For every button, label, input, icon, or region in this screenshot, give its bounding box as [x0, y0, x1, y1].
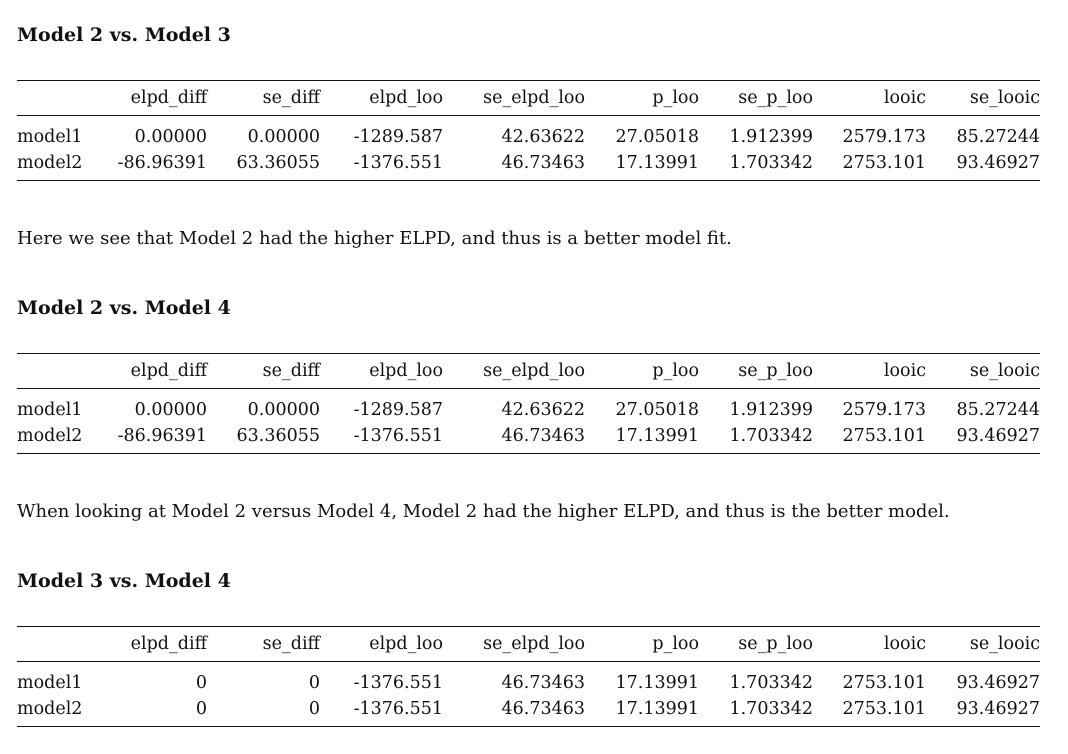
interpretation-paragraph: When looking at Model 2 versus Model 4, …: [17, 501, 950, 522]
column-header: p_loo: [585, 626, 699, 662]
table-cell: 2579.173: [842, 400, 926, 420]
table-cell: 2753.101: [842, 673, 926, 693]
column-header: elpd_loo: [320, 353, 443, 389]
section-heading-model3-vs-model4: Model 3 vs. Model 4: [17, 570, 231, 592]
table-cell: 46.73463: [501, 426, 585, 446]
table-cell: 0.00000: [247, 127, 320, 147]
table-cell: -86.96391: [117, 153, 207, 173]
column-header: [17, 80, 112, 116]
column-header: p_loo: [585, 80, 699, 116]
table-cell: 0.00000: [134, 127, 207, 147]
table-cell: -1289.587: [353, 127, 443, 147]
row-label: model2: [17, 699, 83, 719]
column-header: p_loo: [585, 353, 699, 389]
table-cell: 2753.101: [842, 699, 926, 719]
table-cell: 0: [308, 699, 320, 719]
column-header: se_diff: [207, 626, 320, 662]
table-cell: 17.13991: [615, 153, 699, 173]
table-cell: 0: [308, 673, 320, 693]
column-header: looic: [813, 353, 926, 389]
table-cell: 1.703342: [729, 153, 813, 173]
table-cell: 1.912399: [729, 400, 813, 420]
row-label: model1: [17, 127, 83, 147]
column-header: se_p_loo: [699, 626, 813, 662]
table-cell: -1376.551: [353, 699, 443, 719]
table-cell: 1.703342: [729, 426, 813, 446]
column-header: se_looic: [926, 626, 1040, 662]
row-label: model2: [17, 153, 83, 173]
table-cell: 46.73463: [501, 153, 585, 173]
table-cell: 93.46927: [956, 699, 1040, 719]
column-header: se_elpd_loo: [443, 353, 585, 389]
row-label: model2: [17, 426, 83, 446]
column-header: se_diff: [207, 80, 320, 116]
table-cell: 0.00000: [134, 400, 207, 420]
table-row: model2 -86.96391 63.36055 -1376.551 46.7…: [17, 150, 1040, 181]
table-cell: 93.46927: [956, 153, 1040, 173]
table-cell: 1.703342: [729, 673, 813, 693]
column-header: [17, 626, 112, 662]
table-header-row: elpd_diff se_diff elpd_loo se_elpd_loo p…: [17, 353, 1040, 389]
table-row: model2 -86.96391 63.36055 -1376.551 46.7…: [17, 423, 1040, 454]
table-cell: 63.36055: [236, 153, 320, 173]
column-header: elpd_diff: [112, 353, 207, 389]
table-cell: 93.46927: [956, 426, 1040, 446]
table-cell: 17.13991: [615, 699, 699, 719]
column-header: se_looic: [926, 80, 1040, 116]
table-cell: 0.00000: [247, 400, 320, 420]
table-cell: 1.912399: [729, 127, 813, 147]
table-cell: 2579.173: [842, 127, 926, 147]
table-cell: 1.703342: [729, 699, 813, 719]
table-header-row: elpd_diff se_diff elpd_loo se_elpd_loo p…: [17, 626, 1040, 662]
column-header: se_p_loo: [699, 353, 813, 389]
column-header: se_elpd_loo: [443, 626, 585, 662]
loo-compare-table-model2-vs-model4: elpd_diff se_diff elpd_loo se_elpd_loo p…: [17, 353, 1040, 454]
table-cell: 27.05018: [615, 127, 699, 147]
table-row: model2 0 0 -1376.551 46.73463 17.13991 1…: [17, 696, 1040, 727]
table-cell: 85.27244: [956, 400, 1040, 420]
table-cell: 0: [195, 673, 207, 693]
table-cell: 2753.101: [842, 426, 926, 446]
table-cell: 17.13991: [615, 426, 699, 446]
column-header: looic: [813, 80, 926, 116]
table-cell: -1376.551: [353, 673, 443, 693]
section-heading-model2-vs-model4: Model 2 vs. Model 4: [17, 297, 231, 319]
table-cell: 46.73463: [501, 673, 585, 693]
table-cell: -86.96391: [117, 426, 207, 446]
table-cell: 0: [195, 699, 207, 719]
table-cell: 42.63622: [501, 127, 585, 147]
table-cell: 93.46927: [956, 673, 1040, 693]
column-header: elpd_diff: [112, 80, 207, 116]
column-header: elpd_loo: [320, 80, 443, 116]
column-header: se_diff: [207, 353, 320, 389]
table-header-row: elpd_diff se_diff elpd_loo se_elpd_loo p…: [17, 80, 1040, 116]
table-cell: -1376.551: [353, 153, 443, 173]
table-cell: 42.63622: [501, 400, 585, 420]
table-cell: 27.05018: [615, 400, 699, 420]
table-cell: 46.73463: [501, 699, 585, 719]
column-header: se_p_loo: [699, 80, 813, 116]
table-row: model1 0.00000 0.00000 -1289.587 42.6362…: [17, 389, 1040, 424]
column-header: [17, 353, 112, 389]
row-label: model1: [17, 673, 83, 693]
column-header: se_elpd_loo: [443, 80, 585, 116]
row-label: model1: [17, 400, 83, 420]
table-cell: 17.13991: [615, 673, 699, 693]
table-cell: -1289.587: [353, 400, 443, 420]
table-cell: 2753.101: [842, 153, 926, 173]
loo-compare-table-model3-vs-model4: elpd_diff se_diff elpd_loo se_elpd_loo p…: [17, 626, 1040, 727]
table-cell: -1376.551: [353, 426, 443, 446]
column-header: elpd_diff: [112, 626, 207, 662]
table-cell: 85.27244: [956, 127, 1040, 147]
column-header: looic: [813, 626, 926, 662]
loo-compare-table-model2-vs-model3: elpd_diff se_diff elpd_loo se_elpd_loo p…: [17, 80, 1040, 181]
column-header: elpd_loo: [320, 626, 443, 662]
table-cell: 63.36055: [236, 426, 320, 446]
section-heading-model2-vs-model3: Model 2 vs. Model 3: [17, 24, 231, 46]
interpretation-paragraph: Here we see that Model 2 had the higher …: [17, 228, 732, 249]
table-row: model1 0 0 -1376.551 46.73463 17.13991 1…: [17, 662, 1040, 697]
column-header: se_looic: [926, 353, 1040, 389]
table-row: model1 0.00000 0.00000 -1289.587 42.6362…: [17, 116, 1040, 151]
